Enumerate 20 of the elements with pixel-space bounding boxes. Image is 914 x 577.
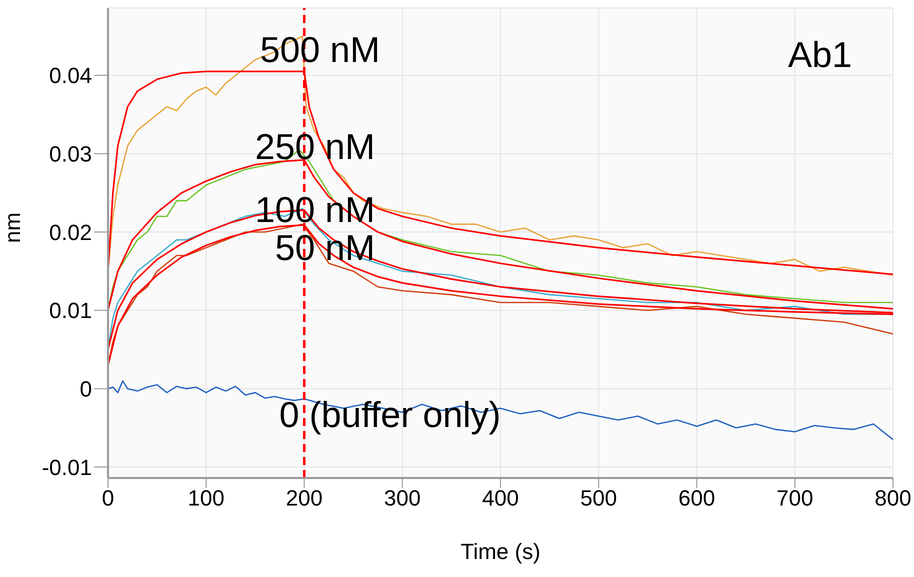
x-tick-label: 800 [874,486,912,511]
line-series [108,380,893,440]
y-tick-label: 0.01 [49,298,92,324]
x-tick-label: 100 [188,486,224,511]
y-tick-label: 0.03 [49,142,92,167]
y-tick-label: 0 [80,376,92,402]
annotation: 250 nM [254,126,376,167]
x-axis-title: Time (s) [460,539,540,564]
y-axis-title: nm [0,212,25,243]
x-tick-label: 200 [286,486,323,511]
y-tick-label: 0.04 [49,63,92,88]
x-tick-label: 300 [384,486,421,511]
x-tick-label: 600 [678,486,716,511]
x-tick-label: 0 [102,486,114,511]
x-tick-label: 400 [482,486,519,511]
annotation: Ab1 [788,34,852,75]
x-tick-label: 700 [776,486,814,511]
x-tick-label: 500 [580,486,617,511]
y-tick-label: -0.01 [42,454,92,480]
y-tick-label: 0.02 [49,220,92,245]
